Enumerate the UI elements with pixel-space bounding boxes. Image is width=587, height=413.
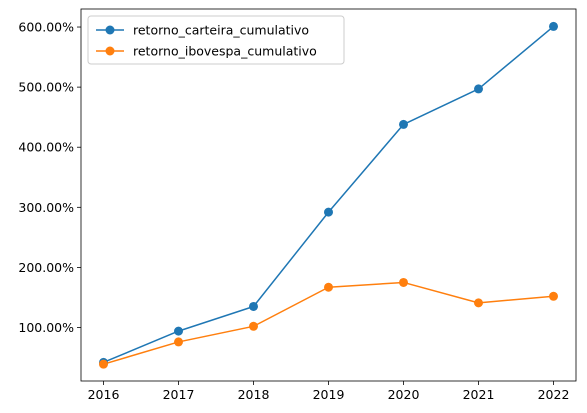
plot-markers: [99, 21, 558, 369]
legend-swatch-marker: [105, 25, 115, 35]
data-point: [174, 337, 183, 347]
legend-swatch-marker: [105, 46, 115, 56]
x-axis: 2016 2017 2018 2019 2020 2021 2022: [88, 381, 570, 402]
legend-label: retorno_carteira_cumulativo: [133, 23, 309, 38]
legend: retorno_carteira_cumulativo retorno_ibove…: [87, 15, 345, 65]
series-line-1: [103, 25, 554, 364]
legend-label: retorno_ibovespa_cumulativo: [133, 44, 317, 59]
y-axis: 100.00% 200.00% 300.00% 400.00% 500.00% 600.0…: [18, 20, 81, 335]
plot-frame: [80, 8, 577, 382]
data-point: [399, 119, 408, 129]
data-point: [549, 291, 558, 301]
data-point: [99, 359, 108, 369]
data-point: [399, 277, 408, 287]
x-tick-label: 2018: [238, 387, 270, 402]
data-point: [474, 84, 483, 94]
y-tick-label: 100.00%: [18, 320, 74, 335]
x-tick-label: 2016: [88, 387, 120, 402]
series-line-2: [103, 281, 554, 365]
y-tick-label: 300.00%: [18, 200, 74, 215]
x-tick-label: 2017: [163, 387, 195, 402]
data-point: [174, 326, 183, 336]
data-point: [324, 207, 333, 217]
x-tick-label: 2021: [463, 387, 495, 402]
data-point: [249, 321, 258, 331]
data-point: [249, 301, 258, 311]
plot-lines: [103, 25, 554, 365]
y-tick-label: 200.00%: [18, 260, 74, 275]
data-point: [474, 298, 483, 308]
legend-box: [87, 15, 345, 65]
x-tick-label: 2019: [313, 387, 345, 402]
x-tick-label: 2022: [538, 387, 570, 402]
x-tick-label: 2020: [388, 387, 420, 402]
data-point: [549, 21, 558, 31]
data-point: [324, 282, 333, 292]
y-tick-label: 400.00%: [18, 140, 74, 155]
y-tick-label: 500.00%: [18, 80, 74, 95]
y-tick-label: 600.00%: [18, 20, 74, 35]
